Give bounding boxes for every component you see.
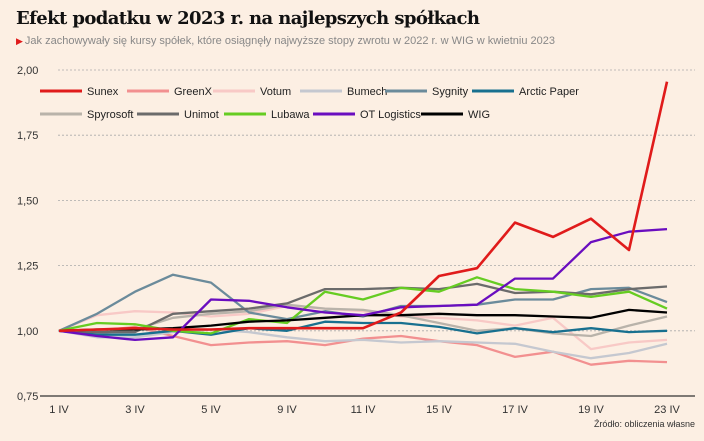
y-tick-label: 0,75: [17, 391, 38, 403]
legend-label: Votum: [260, 86, 291, 98]
legend-item-spyrosoft: Spyrosoft: [40, 109, 133, 121]
legend-label: Arctic Paper: [519, 86, 579, 98]
series-line-sygnity: [58, 273, 668, 332]
legend-label: Sygnity: [432, 86, 469, 98]
legend-label: OT Logistics: [360, 109, 421, 121]
x-tick-label: 3 IV: [125, 404, 145, 416]
x-tick-label: 1 IV: [49, 404, 69, 416]
series-line-ot-logistics: [58, 227, 668, 342]
legend-label: Bumech: [347, 86, 387, 98]
chart-title: Efekt podatku w 2023 r. na najlepszych s…: [16, 8, 480, 29]
legend-label: Lubawa: [271, 109, 310, 121]
legend-item-arctic-paper: Arctic Paper: [472, 86, 579, 98]
series-line-spyrosoft: [58, 303, 668, 338]
series-line-sunex: [58, 81, 669, 333]
series-line-arctic-paper: [58, 320, 668, 336]
y-tick-label: 1,50: [17, 195, 38, 207]
y-tick-label: 1,00: [17, 326, 38, 338]
legend-item-sygnity: Sygnity: [385, 86, 469, 98]
x-tick-label: 23 IV: [654, 404, 680, 416]
legend-item-unimot: Unimot: [137, 109, 219, 121]
x-tick-label: 17 IV: [502, 404, 528, 416]
y-tick-label: 1,75: [17, 130, 38, 142]
legend-item-bumech: Bumech: [300, 86, 387, 98]
legend-label: WIG: [468, 109, 490, 121]
legend-label: GreenX: [174, 86, 213, 98]
x-tick-label: 11 IV: [351, 404, 377, 416]
legend-label: Spyrosoft: [87, 109, 133, 121]
y-tick-label: 2,00: [17, 65, 38, 77]
source-note: Źródło: obliczenia własne: [594, 419, 695, 429]
legend-label: Unimot: [184, 109, 219, 121]
y-tick-label: 1,25: [17, 261, 38, 273]
x-tick-label: 15 IV: [426, 404, 452, 416]
legend-item-sunex: Sunex: [40, 86, 119, 98]
series-line-votum: [58, 304, 668, 351]
legend-item-lubawa: Lubawa: [224, 109, 310, 121]
triangle-right-icon: ▶: [16, 36, 23, 46]
x-tick-label: 5 IV: [201, 404, 221, 416]
x-tick-label: 19 IV: [578, 404, 604, 416]
chart-subtitle-text: Jak zachowywały się kursy spółek, które …: [24, 35, 555, 47]
legend-item-votum: Votum: [213, 86, 291, 98]
legend-item-greenx: GreenX: [127, 86, 213, 98]
series-line-unimot: [58, 282, 668, 334]
legend-item-ot-logistics: OT Logistics: [313, 109, 421, 121]
legend-label: Sunex: [87, 86, 119, 98]
legend-item-wig: WIG: [421, 109, 490, 121]
x-tick-label: 9 IV: [277, 404, 297, 416]
series-line-bumech: [58, 328, 668, 360]
chart-subtitle: ▶ Jak zachowywały się kursy spółek, które…: [16, 35, 555, 47]
